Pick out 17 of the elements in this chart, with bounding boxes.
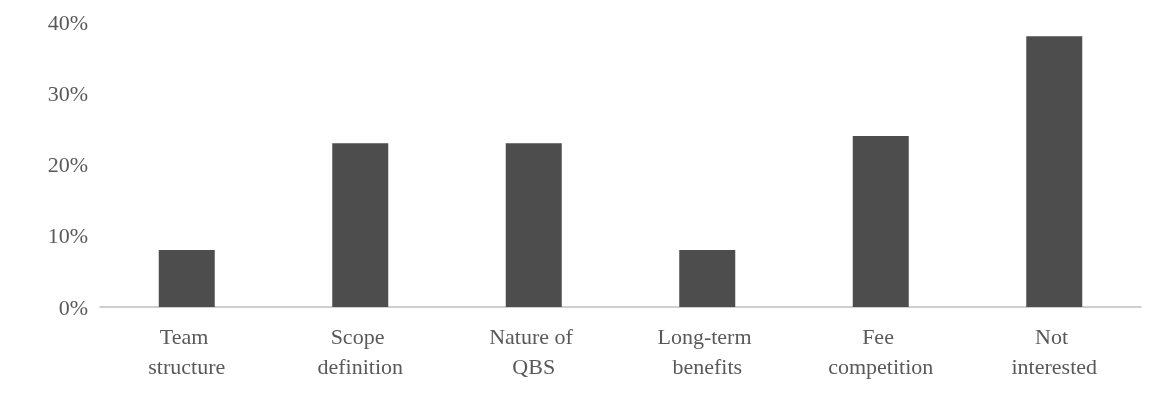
y-tick-label: 30% — [47, 80, 88, 106]
bar — [332, 143, 389, 307]
bar — [505, 143, 562, 307]
y-tick-label: 20% — [47, 152, 88, 177]
x-tick-label: Fee competition — [828, 323, 934, 379]
y-tick-label: 0% — [58, 294, 88, 320]
x-tick-label: Team structure — [148, 323, 226, 379]
bar — [679, 250, 736, 307]
y-tick-label: 10% — [47, 223, 88, 249]
bar — [1026, 36, 1083, 307]
bar — [852, 136, 909, 307]
x-tick-label: Not interested — [1011, 323, 1098, 379]
x-tick-label: Scope definition — [317, 323, 404, 379]
x-tick-label: Nature of QBS — [489, 323, 579, 379]
x-tick-label: Long-term benefits — [657, 323, 758, 379]
y-tick-label: 40% — [47, 9, 88, 35]
bar — [158, 250, 215, 307]
